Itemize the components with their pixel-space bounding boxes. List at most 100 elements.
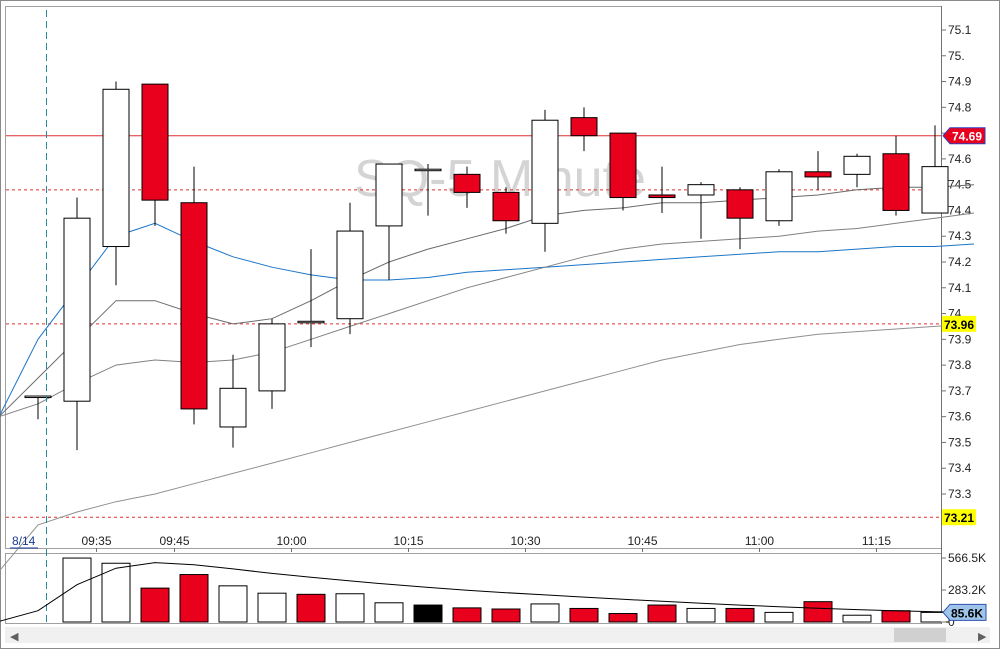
volume-bars <box>0 557 975 623</box>
scrollbar-track[interactable] <box>5 627 990 643</box>
candle-body <box>141 83 169 201</box>
date-label: 8/14 <box>12 534 36 548</box>
time-tick-label: 09:35 <box>81 534 111 548</box>
price-tick-label: 74.2 <box>948 255 972 269</box>
volume-bar <box>608 613 638 623</box>
volume-bar <box>842 614 872 623</box>
volume-bar <box>335 593 365 623</box>
candle-body <box>492 191 520 222</box>
volume-bar <box>530 603 560 623</box>
scrollbar-thumb[interactable] <box>894 628 946 642</box>
candle-body <box>375 163 403 227</box>
volume-bar <box>686 607 716 623</box>
volume-bar <box>374 602 404 623</box>
volume-bar <box>725 607 755 623</box>
time-tick-label: 09:45 <box>159 534 189 548</box>
time-tick-label: 10:15 <box>393 534 423 548</box>
volume-tick-label: 283.2K <box>948 583 986 597</box>
candle-body <box>726 189 754 219</box>
candle-body <box>570 117 598 137</box>
time-tick-label: 10:00 <box>276 534 306 548</box>
moving-average-lines <box>0 184 975 571</box>
volume-bar <box>296 593 326 623</box>
price-level-tag-label: 74.69 <box>952 130 982 144</box>
volume-bar <box>257 592 287 623</box>
candle-body <box>609 132 637 199</box>
candle-body <box>804 171 832 178</box>
moving-average-line <box>0 184 975 417</box>
volume-tag <box>942 603 987 621</box>
price-level-tag <box>942 315 976 332</box>
candle-body <box>336 230 364 320</box>
volume-tick-label: 566.5K <box>948 551 986 565</box>
volume-bar <box>452 607 482 623</box>
volume-bar <box>413 604 443 623</box>
volume-bar <box>140 587 170 623</box>
time-tick-label: 11:15 <box>862 534 891 548</box>
volume-tick-label: 0 <box>948 615 955 629</box>
candle-body <box>63 217 91 402</box>
candles <box>24 81 949 451</box>
price-level-tag-label: 73.21 <box>944 511 974 525</box>
volume-bar <box>803 601 833 623</box>
candle-body <box>102 88 130 248</box>
time-tick-label: 11:00 <box>745 534 774 548</box>
volume-bar <box>101 562 131 623</box>
price-tick-label: 74.1 <box>948 281 972 295</box>
volume-bar <box>881 610 911 623</box>
candle-body <box>843 155 871 175</box>
price-tick-label: 73.9 <box>948 332 972 346</box>
price-tick-label: 74.6 <box>948 152 972 166</box>
candle-body <box>765 171 793 222</box>
moving-average-line <box>0 212 975 417</box>
volume-average-line <box>0 562 975 622</box>
candle-body <box>687 184 715 196</box>
price-tick-label: 73.8 <box>948 358 972 372</box>
candle-body <box>258 323 286 392</box>
price-tick-label: 74.8 <box>948 100 972 114</box>
volume-bar <box>62 557 92 623</box>
price-tick-label: 74.9 <box>948 75 972 89</box>
time-tick-label: 10:30 <box>510 534 540 548</box>
candle-body <box>219 387 247 428</box>
candle-body <box>921 166 949 214</box>
candle-body <box>882 153 910 211</box>
price-tick-label: 73.3 <box>948 487 972 501</box>
candle-body <box>648 194 676 199</box>
last-price-tag <box>942 127 986 145</box>
candle-body <box>453 173 481 193</box>
volume-tag-label: 85.6K <box>951 606 983 620</box>
candle-body <box>531 119 559 224</box>
price-tick-label: 74.5 <box>948 178 972 192</box>
price-level-tag <box>942 509 976 526</box>
price-tick-label: 74.3 <box>948 229 972 243</box>
price-tick-label: 73.5 <box>948 435 972 449</box>
time-tick-label: 10:45 <box>627 534 657 548</box>
volume-bar <box>179 574 209 623</box>
candle-body <box>24 395 52 399</box>
time-axis: 09:35 09:45 10:00 10:15 10:30 10:45 11:00 11:15 <box>81 534 891 552</box>
moving-average-line <box>0 222 975 416</box>
horizontal-scrollbar[interactable]: ◀ ▶ <box>5 627 990 643</box>
price-tick-label: 73.4 <box>948 461 972 475</box>
volume-bar <box>647 604 677 623</box>
candle-body <box>297 320 325 324</box>
price-tick-label: 73.6 <box>948 410 972 424</box>
volume-axis: 566.5K 283.2K 085.6K <box>941 551 987 629</box>
volume-bar <box>569 607 599 623</box>
candle-body <box>180 202 208 410</box>
moving-average-line <box>0 323 975 571</box>
price-level-tag-label: 73.96 <box>944 318 974 332</box>
price-tick-label: 75.1 <box>948 23 972 37</box>
volume-bar <box>491 608 521 623</box>
candle-body <box>414 168 442 172</box>
scroll-right-arrow-icon[interactable]: ▶ <box>978 631 987 643</box>
volume-bar <box>218 585 248 623</box>
price-tick-label: 75. <box>948 49 965 63</box>
price-tick-label: 73.7 <box>948 384 972 398</box>
price-tags: 74.69 73.96 73.21 <box>942 127 986 526</box>
volume-bar <box>764 611 794 623</box>
scroll-left-arrow-icon[interactable]: ◀ <box>10 631 19 643</box>
